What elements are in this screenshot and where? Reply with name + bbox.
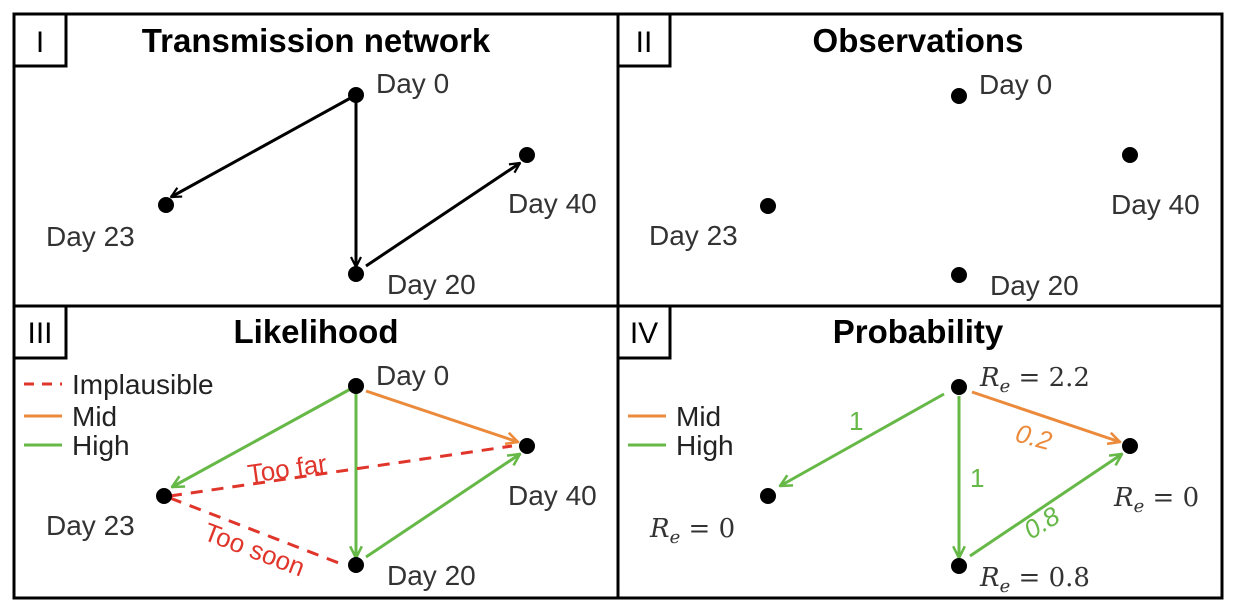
- node-day23: [760, 198, 776, 214]
- edge-day0-day23: [172, 384, 357, 487]
- panel-ii-number-box: [616, 12, 672, 68]
- re-label-day40: Re = 0: [1113, 483, 1199, 517]
- label-day0: Day 0: [376, 360, 449, 391]
- node-day40: [1122, 147, 1138, 163]
- node-day40: [519, 147, 535, 163]
- edge-day20-day40: [365, 163, 520, 268]
- panel-i-title: Transmission network: [142, 22, 491, 59]
- probability-day0-day40: 0.2: [1012, 418, 1055, 456]
- edge-day23-day20-implausible: [169, 496, 345, 567]
- node-day40: [519, 438, 535, 454]
- node-day20: [348, 266, 364, 282]
- re-label-day0: Re = 2.2: [979, 363, 1090, 397]
- label-day20: Day 20: [387, 560, 476, 591]
- legend-mid-label: Mid: [72, 401, 117, 432]
- panel-iii-number-box: [12, 304, 68, 360]
- legend-implausible-label: Implausible: [72, 369, 214, 400]
- node-day20: [951, 267, 967, 283]
- panel-ii-number: II: [636, 26, 653, 59]
- re-label-day23: Re = 0: [649, 514, 735, 548]
- edge-day0-day40: [971, 390, 1120, 442]
- label-day0: Day 0: [376, 68, 449, 99]
- edge-day20-day40: [365, 454, 520, 559]
- node-day20: [951, 558, 967, 574]
- panel-iv-title: Probability: [833, 313, 1004, 350]
- panel-iv-number-box: [616, 304, 672, 360]
- panel-i-number: I: [36, 26, 44, 59]
- panel-ii: II Observations Day 0 Day 23 Day 20 Day …: [616, 12, 1200, 301]
- node-day23: [156, 488, 172, 504]
- label-day20: Day 20: [387, 269, 476, 300]
- node-day0: [951, 88, 967, 104]
- probability-day0-day20: 1: [970, 463, 984, 493]
- label-day23: Day 23: [649, 220, 738, 251]
- edge-day0-day23: [171, 93, 357, 199]
- re-label-day20: Re = 0.8: [979, 563, 1090, 597]
- panel-iv-number: IV: [630, 317, 658, 350]
- label-day20: Day 20: [990, 270, 1079, 301]
- node-day0: [348, 87, 364, 103]
- legend-mid-label: Mid: [676, 401, 721, 432]
- probability-day20-day40: 0.8: [1018, 500, 1065, 545]
- edge-day20-day40: [969, 454, 1122, 558]
- edge-day23-day40-implausible: [169, 444, 513, 498]
- legend: Implausible Mid High: [24, 369, 214, 461]
- node-day23: [760, 488, 776, 504]
- label-day23: Day 23: [46, 221, 135, 252]
- panel-ii-title: Observations: [813, 22, 1024, 59]
- panel-iii: III Likelihood Implausible Mid High Too …: [12, 304, 597, 591]
- too-far-annotation: Too far: [246, 448, 329, 489]
- legend-high-label: High: [676, 430, 734, 461]
- label-day40: Day 40: [508, 480, 597, 511]
- panel-iii-number: III: [27, 317, 52, 350]
- edge-day0-day23: [780, 392, 945, 486]
- node-day0: [951, 379, 967, 395]
- too-soon-annotation: Too soon: [200, 517, 309, 583]
- panel-iii-title: Likelihood: [234, 313, 399, 350]
- legend-high-label: High: [72, 430, 130, 461]
- node-day40: [1122, 438, 1138, 454]
- label-day23: Day 23: [46, 510, 135, 541]
- panel-i-number-box: [12, 12, 68, 68]
- label-day0: Day 0: [979, 69, 1052, 100]
- edge-day0-day40: [365, 389, 518, 442]
- label-day40: Day 40: [508, 188, 597, 219]
- node-day0: [348, 378, 364, 394]
- node-day20: [348, 557, 364, 573]
- probability-day0-day23: 1: [849, 406, 863, 436]
- panel-i: I Transmission network Day 0 Day 23 Day …: [12, 12, 597, 300]
- label-day40: Day 40: [1111, 189, 1200, 220]
- node-day23: [158, 197, 174, 213]
- legend: Mid High: [628, 401, 734, 461]
- panel-iv: IV Probability Mid High 1 1 0.2 0.8 Re =…: [616, 304, 1199, 597]
